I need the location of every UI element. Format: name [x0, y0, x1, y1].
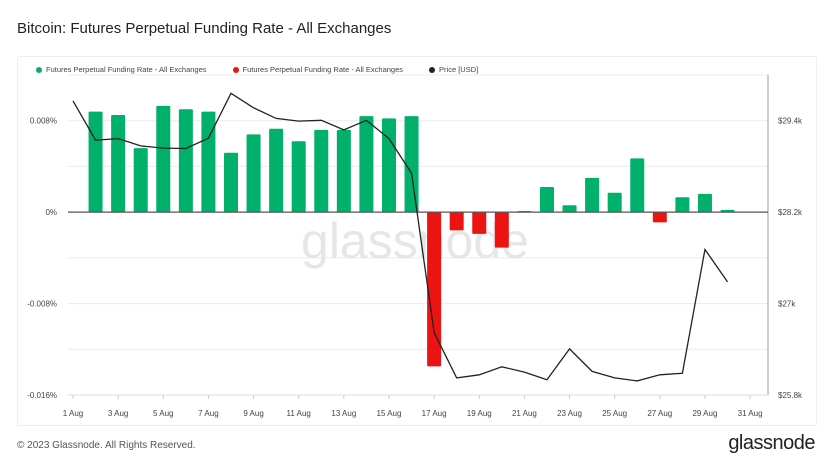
bar-positive: [291, 141, 306, 213]
bar-positive: [133, 148, 148, 213]
bar-positive: [269, 128, 284, 213]
legend-label: Price [USD]: [439, 65, 479, 74]
x-tick-label: 19 Aug: [467, 409, 492, 418]
copyright: © 2023 Glassnode. All Rights Reserved.: [17, 440, 196, 451]
x-tick-label: 3 Aug: [108, 409, 128, 418]
x-tick-label: 17 Aug: [422, 409, 447, 418]
y-left-tick-label: -0.016%: [27, 391, 57, 400]
bar-positive: [539, 187, 554, 213]
legend-item-negative-funding[interactable]: Futures Perpetual Funding Rate - All Exc…: [232, 65, 404, 74]
bar-positive: [156, 105, 171, 213]
y-right-tick-label: $25.8k: [778, 391, 803, 400]
x-tick-label: 23 Aug: [557, 409, 582, 418]
bar-positive: [314, 129, 329, 213]
bar-positive: [562, 205, 577, 213]
glassnode-logo: glassnode: [728, 432, 815, 454]
bar-negative: [449, 212, 464, 231]
x-tick-label: 11 Aug: [287, 409, 311, 418]
legend: Futures Perpetual Funding Rate - All Exc…: [36, 65, 478, 74]
bar-positive: [381, 118, 396, 213]
x-tick-label: 5 Aug: [153, 409, 173, 418]
x-tick-label: 9 Aug: [243, 409, 263, 418]
bar-positive: [178, 109, 193, 213]
y-right-tick-label: $27k: [778, 300, 796, 309]
x-tick-label: 25 Aug: [602, 409, 627, 418]
bar-positive: [111, 115, 126, 213]
y-left-tick-label: 0%: [45, 208, 57, 217]
x-tick-label: 15 Aug: [377, 409, 402, 418]
chart-title: Bitcoin: Futures Perpetual Funding Rate …: [17, 20, 392, 37]
x-tick-label: 31 Aug: [738, 409, 763, 418]
legend-item-positive-funding[interactable]: Futures Perpetual Funding Rate - All Exc…: [36, 65, 207, 74]
bar-positive: [630, 158, 645, 213]
bar-negative: [472, 212, 487, 234]
chart-card: [17, 56, 817, 426]
bar-positive: [585, 177, 600, 213]
y-right-tick-label: $28.2k: [778, 208, 803, 217]
x-tick-label: 7 Aug: [198, 409, 218, 418]
bar-negative: [494, 212, 509, 248]
bar-positive: [246, 134, 261, 213]
bar-positive: [404, 116, 419, 213]
x-tick-label: 27 Aug: [647, 409, 672, 418]
bar-positive: [675, 197, 690, 213]
bar-positive: [607, 192, 622, 213]
legend-label: Futures Perpetual Funding Rate - All Exc…: [242, 65, 404, 74]
legend-item-price[interactable]: Price [USD]: [429, 65, 478, 74]
y-left-tick-label: -0.008%: [27, 300, 57, 309]
x-tick-label: 29 Aug: [692, 409, 717, 418]
x-tick-label: 1 Aug: [63, 409, 83, 418]
bar-positive: [697, 193, 712, 213]
legend-dot-icon: [36, 66, 42, 73]
legend-label: Futures Perpetual Funding Rate - All Exc…: [46, 65, 207, 74]
bar-positive: [88, 111, 103, 213]
price-line: [72, 92, 729, 382]
bar-positive: [223, 152, 238, 213]
y-right-tick-label: $29.4k: [778, 117, 803, 126]
watermark: glassnode: [301, 213, 529, 269]
bar-negative: [652, 212, 667, 223]
bar-positive: [359, 116, 374, 213]
x-tick-label: 13 Aug: [331, 409, 356, 418]
bar-negative: [427, 212, 442, 367]
legend-dot-icon: [232, 66, 239, 73]
y-left-tick-label: 0.008%: [30, 117, 57, 126]
x-tick-label: 21 Aug: [512, 409, 537, 418]
legend-dot-icon: [429, 66, 436, 73]
bar-positive: [201, 111, 216, 213]
bar-positive: [336, 129, 351, 213]
